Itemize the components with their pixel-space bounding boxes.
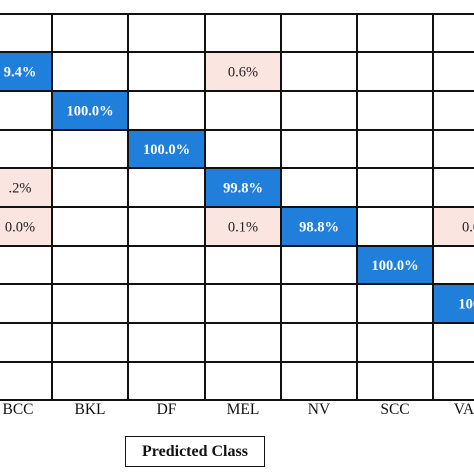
matrix-cell-offdiagonal [0,168,52,207]
matrix-cell-diagonal [128,130,205,168]
matrix-cell-empty [0,91,52,130]
matrix-cell-empty [205,246,281,284]
x-tick-label: BKL [75,401,106,418]
matrix-cell-empty [357,284,433,323]
matrix-cell-empty [205,362,281,400]
matrix-cell-empty [52,130,128,168]
matrix-cell-empty [433,52,474,91]
matrix-cell-empty [281,52,357,91]
matrix-cell-empty [357,168,433,207]
matrix-cell-empty [205,323,281,362]
matrix-cell-empty [205,284,281,323]
matrix-cell-empty [281,284,357,323]
x-tick-label: MEL [227,401,260,418]
cell-value-label: 100.0% [371,258,418,274]
cell-value-label: 98.8% [299,220,339,236]
matrix-cell-empty [281,14,357,52]
matrix-cell-offdiagonal [205,52,281,91]
matrix-cell-empty [0,14,52,52]
matrix-cell-empty [0,362,52,400]
matrix-cell-empty [128,52,205,91]
cell-value-label: 0.1% [228,220,258,236]
matrix-cell-empty [205,91,281,130]
matrix-cell-empty [433,168,474,207]
matrix-cell-empty [433,323,474,362]
matrix-cell-empty [357,362,433,400]
cell-value-label: 100.0% [66,104,113,120]
matrix-cell-empty [0,284,52,323]
matrix-cell-empty [128,323,205,362]
cell-value-label: 9.4% [4,65,37,81]
matrix-cell-empty [281,130,357,168]
matrix-cell-empty [52,168,128,207]
x-tick-label: BCC [2,401,33,418]
matrix-cell-empty [433,246,474,284]
matrix-cell-empty [128,362,205,400]
cell-value-label: 0.6% [228,65,258,81]
cell-value-label: 0.0 [462,220,474,236]
matrix-cell-diagonal [433,284,474,323]
matrix-cell-empty [52,362,128,400]
matrix-cell-empty [52,284,128,323]
matrix-cell-empty [281,246,357,284]
matrix-cell-empty [357,91,433,130]
x-tick-label: DF [157,401,177,418]
matrix-cell-empty [52,52,128,91]
matrix-cell-diagonal [357,246,433,284]
matrix-cell-empty [128,284,205,323]
x-tick-label: VA [454,401,474,418]
cell-value-label: 0.0% [5,220,35,236]
matrix-cell-empty [205,130,281,168]
matrix-cell-empty [0,246,52,284]
predicted-class-label: Predicted Class [125,436,265,467]
matrix-cell-empty [433,14,474,52]
matrix-cell-empty [52,14,128,52]
matrix-cell-empty [52,246,128,284]
cell-value-label: 99.8% [223,181,263,197]
matrix-cell-empty [357,323,433,362]
matrix-cell-empty [357,130,433,168]
matrix-cell-empty [128,207,205,246]
cell-value-label: .2% [9,181,32,197]
matrix-cell-empty [357,52,433,91]
matrix-cell-offdiagonal [205,207,281,246]
matrix-cell-empty [128,168,205,207]
matrix-cell-empty [128,246,205,284]
matrix-cell-empty [357,14,433,52]
matrix-cell-empty [52,207,128,246]
matrix-cell-empty [357,207,433,246]
x-tick-label: SCC [380,401,409,418]
matrix-cell-diagonal [281,207,357,246]
matrix-cell-empty [205,14,281,52]
matrix-cell-diagonal [205,168,281,207]
matrix-cell-empty [433,362,474,400]
matrix-cell-empty [281,168,357,207]
matrix-cell-offdiagonal [0,207,52,246]
matrix-cell-empty [433,130,474,168]
matrix-cell-empty [52,323,128,362]
matrix-cell-empty [281,323,357,362]
matrix-cell-empty [281,91,357,130]
matrix-cell-offdiagonal [433,207,474,246]
matrix-cell-diagonal [52,91,128,130]
matrix-cell-empty [0,323,52,362]
matrix-cell-empty [281,362,357,400]
cell-value-label: 100. [458,297,474,313]
matrix-cell-empty [433,91,474,130]
matrix-cell-empty [128,14,205,52]
matrix-cell-empty [128,91,205,130]
cell-value-label: 100.0% [143,142,190,158]
matrix-cell-empty [0,130,52,168]
matrix-cell-diagonal [0,52,52,91]
x-tick-label: NV [308,401,331,418]
